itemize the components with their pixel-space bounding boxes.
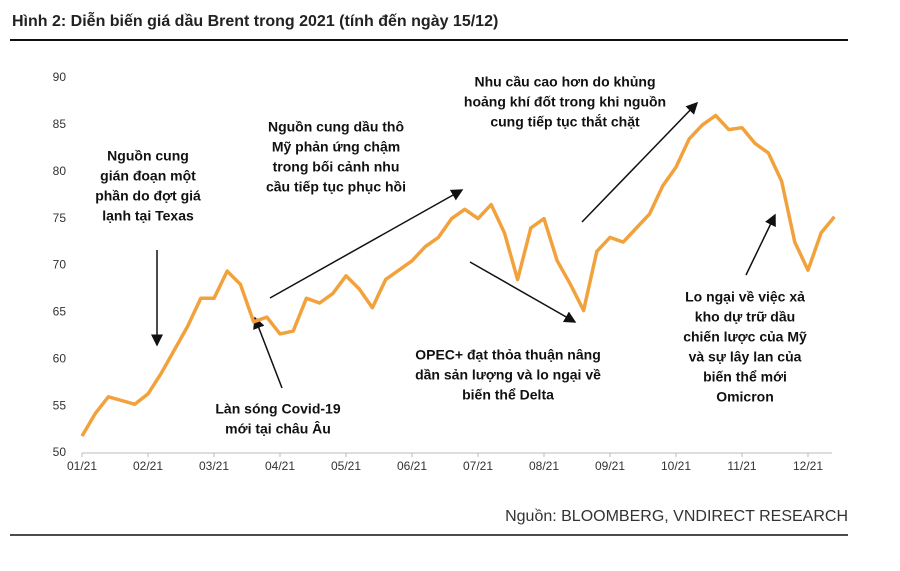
- annotation: chiến lược của Mỹ: [683, 329, 807, 345]
- x-tick-label: 04/21: [265, 459, 295, 473]
- x-tick-label: 10/21: [661, 459, 691, 473]
- annotation: gián đoạn một: [100, 168, 196, 184]
- annotation: biến thể Delta: [462, 387, 554, 403]
- chart-title: Hình 2: Diễn biến giá dầu Brent trong 20…: [12, 11, 498, 30]
- annotation: Làn sóng Covid-19: [215, 401, 340, 417]
- annotation: mới tại châu Âu: [225, 420, 331, 437]
- annotation: phần do đợt giá: [95, 188, 201, 204]
- y-tick-label: 80: [53, 164, 67, 178]
- annotation: dần sản lượng và lo ngại về: [415, 367, 601, 383]
- x-tick-label: 08/21: [529, 459, 559, 473]
- x-tick-label: 05/21: [331, 459, 361, 473]
- annotation: kho dự trữ dầu: [695, 309, 795, 325]
- y-tick-label: 60: [53, 351, 67, 365]
- annotation: Nguồn cung: [107, 148, 189, 164]
- annotation: lạnh tại Texas: [102, 208, 194, 224]
- annotation: cầu tiếp tục phục hồi: [266, 179, 406, 195]
- annotation: cung tiếp tục thắt chặt: [490, 113, 640, 130]
- x-tick-label: 01/21: [67, 459, 97, 473]
- y-tick-label: 55: [53, 398, 67, 412]
- annotation: OPEC+ đạt thỏa thuận nâng: [415, 347, 601, 363]
- y-tick-label: 50: [53, 445, 67, 459]
- y-tick-label: 65: [53, 305, 67, 319]
- annotation: và sự lây lan của: [689, 349, 802, 365]
- annotation: Nguồn cung dầu thô: [268, 119, 404, 135]
- x-tick-label: 12/21: [793, 459, 823, 473]
- annotation: hoảng khí đốt trong khi nguồn: [464, 94, 666, 110]
- price-line: [80, 113, 836, 437]
- annotation: Nhu cầu cao hơn do khủng: [474, 74, 655, 90]
- annotation: biến thể mới: [703, 369, 787, 385]
- x-tick-label: 06/21: [397, 459, 427, 473]
- y-tick-label: 90: [53, 70, 67, 84]
- y-tick-label: 75: [53, 211, 67, 225]
- x-tick-label: 03/21: [199, 459, 229, 473]
- x-tick-label: 09/21: [595, 459, 625, 473]
- x-tick-label: 11/21: [727, 459, 756, 473]
- annotation: trong bối cảnh nhu: [273, 159, 400, 175]
- x-tick-label: 02/21: [133, 459, 163, 473]
- y-tick-label: 85: [53, 117, 67, 131]
- y-tick-label: 70: [53, 258, 67, 272]
- annotation: Omicron: [716, 389, 774, 405]
- source: Nguồn: BLOOMBERG, VNDIRECT RESEARCH: [505, 508, 848, 525]
- annotation: Lo ngại về việc xả: [685, 289, 805, 305]
- arrows: [151, 101, 776, 389]
- x-tick-label: 07/21: [463, 459, 493, 473]
- annotation: Mỹ phản ứng chậm: [272, 139, 400, 155]
